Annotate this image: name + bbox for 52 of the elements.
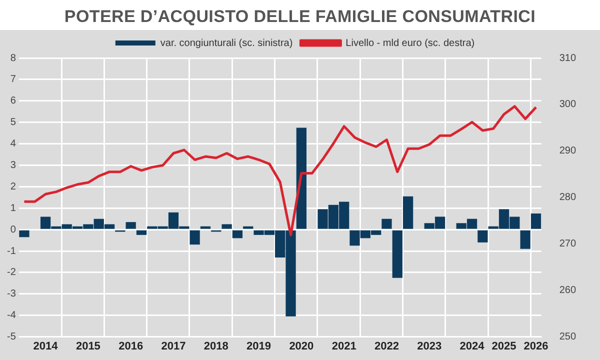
bar	[190, 230, 200, 245]
y-tick-label: 5	[10, 117, 16, 128]
bar	[520, 230, 530, 249]
y2-tick-label: 280	[559, 192, 576, 204]
x-tick-label: 2022	[374, 340, 399, 352]
bar	[382, 218, 392, 229]
y-tick-label: 8	[10, 52, 16, 64]
y-tick-label: 2	[10, 181, 16, 192]
y-tick-label: -5	[6, 332, 16, 343]
x-tick-label: 2019	[246, 340, 272, 352]
bar	[402, 196, 414, 229]
y2-tick-label: 270	[559, 238, 576, 250]
x-tick-label: 2026	[524, 340, 548, 352]
legend-label: var. congiunturali (sc. sinistra)	[160, 38, 293, 49]
x-tick-label: 2021	[332, 340, 356, 352]
y-tick-label: 6	[10, 96, 16, 107]
y-tick-label: 3	[10, 160, 16, 171]
x-tick-label: 2016	[118, 340, 144, 352]
bar	[222, 224, 232, 229]
y-tick-label: 0	[10, 224, 16, 236]
x-tick-label: 2023	[417, 340, 442, 352]
legend-label: Livello - mld euro (sc. destra)	[346, 38, 475, 49]
bar	[126, 222, 136, 229]
bar	[232, 230, 243, 238]
bar	[243, 226, 254, 229]
bar	[136, 230, 147, 235]
y-tick-label: 4	[10, 138, 16, 150]
y2-tick-label: 300	[559, 99, 576, 110]
x-tick-label: 2014	[33, 340, 59, 352]
bar	[530, 213, 542, 229]
y-tick-label: -4	[6, 310, 16, 322]
x-tick-label: 2017	[161, 340, 186, 352]
y2-tick-label: 250	[559, 332, 576, 343]
x-tick-label: 2024	[460, 340, 486, 352]
bar	[392, 230, 402, 278]
bar	[478, 230, 488, 242]
y-tick-label: 1	[10, 202, 16, 214]
y2-tick-label: 290	[559, 146, 576, 157]
y-tick-label: -2	[6, 267, 16, 278]
x-tick-label: 2015	[76, 340, 100, 352]
y-tick-label: 7	[10, 74, 16, 86]
y2-tick-label: 260	[559, 285, 576, 296]
y-tick-label: -3	[6, 288, 16, 300]
y2-tick-label: 310	[559, 52, 576, 64]
chart-title: POTERE D’ACQUISTO DELLE FAMIGLIE CONSUMATRICI	[63, 6, 537, 28]
x-tick-label: 2018	[204, 340, 228, 352]
x-tick-label: 2020	[289, 340, 314, 352]
bar	[296, 128, 306, 229]
bar	[200, 226, 211, 229]
y-tick-label: -1	[6, 246, 16, 257]
x-tick-label: 2025	[492, 340, 516, 352]
bar	[19, 230, 30, 238]
